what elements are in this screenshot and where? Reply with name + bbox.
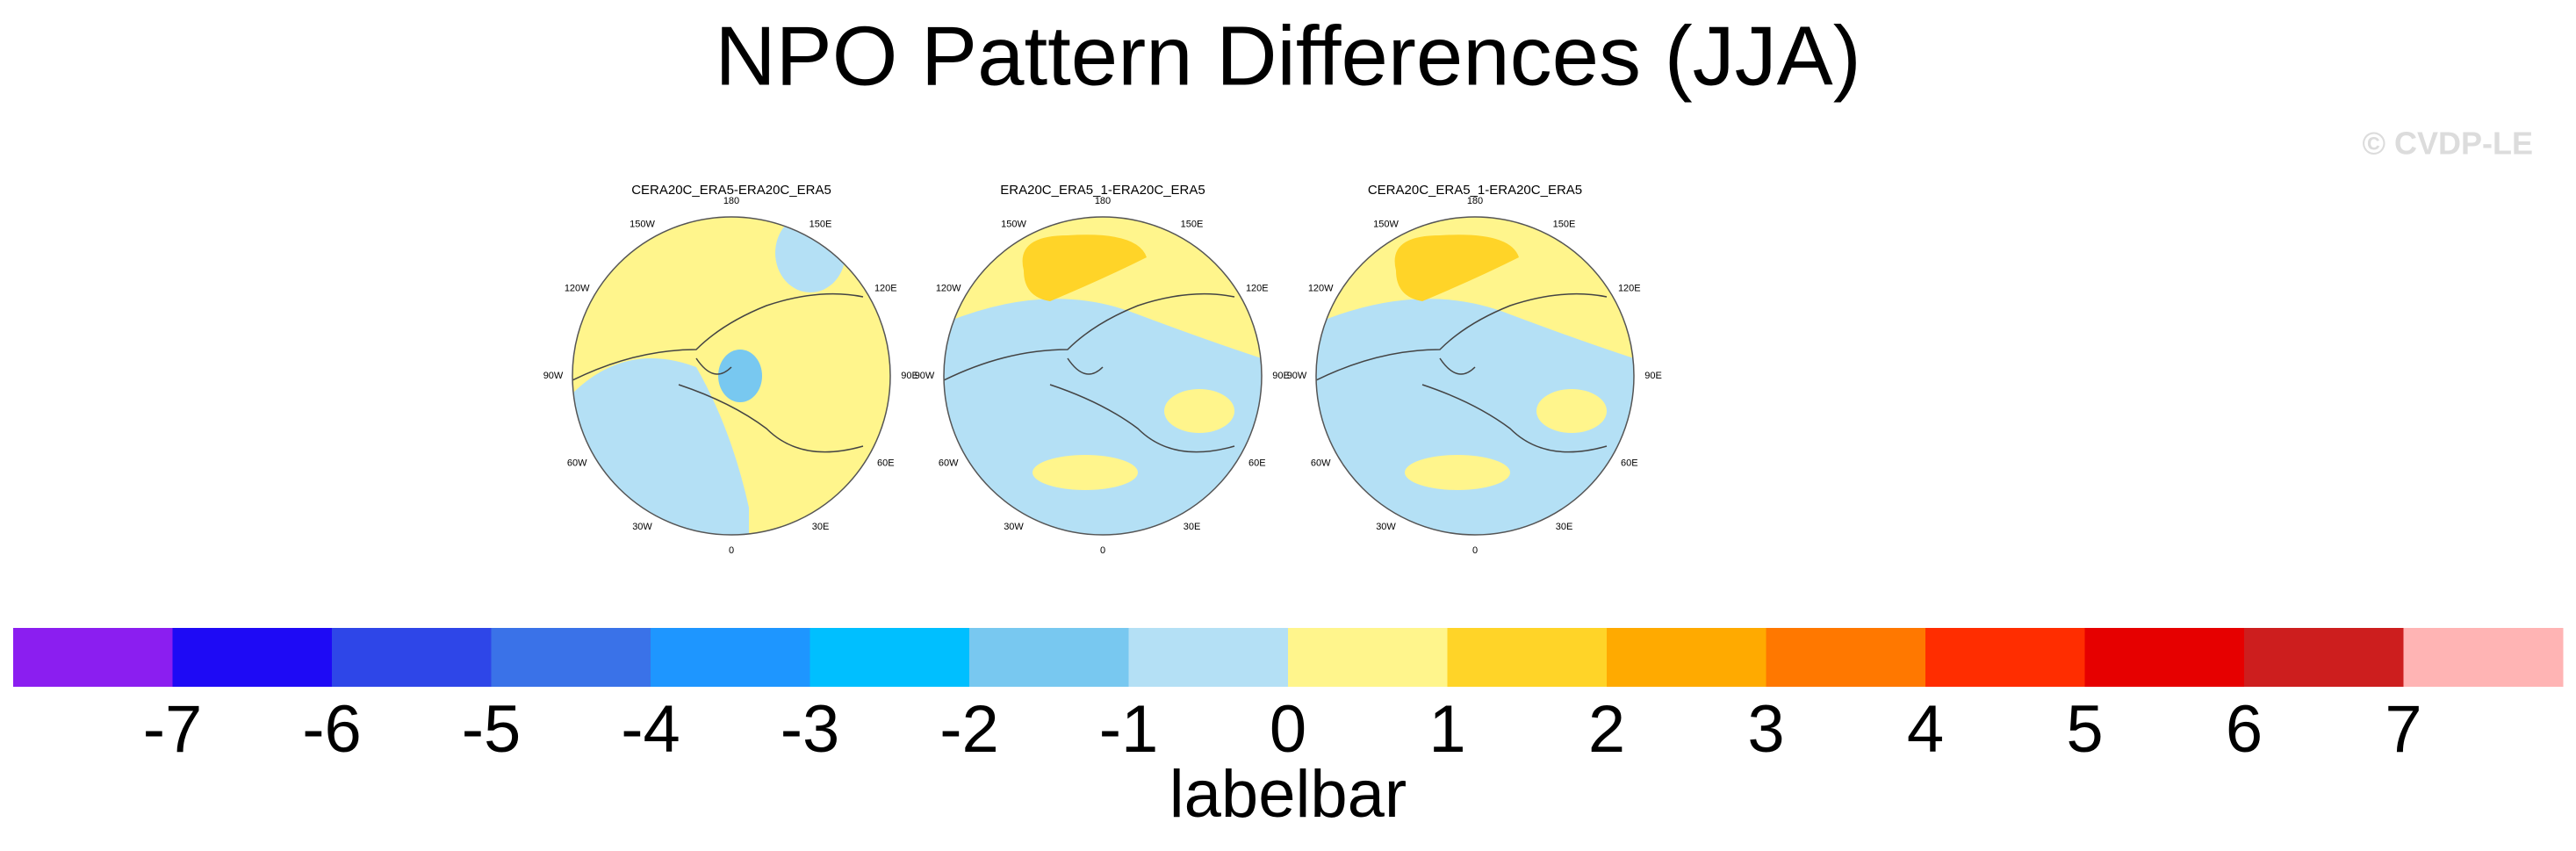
colorbar-box [2244,628,2404,687]
longitude-label: 30W [1004,522,1024,532]
colorbar-box [1447,628,1608,687]
colorbar-tick-label: -5 [462,692,522,767]
negative-region [944,299,1262,535]
colorbar-tick-label: 2 [1588,692,1625,767]
longitude-label: 180 [1095,196,1111,206]
longitude-label: 30E [812,522,830,532]
colorbar-box [491,628,651,687]
colorbar-tick-label: -3 [781,692,840,767]
longitude-label: 60E [1248,458,1266,468]
colorbar-tick-label: -4 [621,692,680,767]
colorbar-box [172,628,333,687]
coastline [572,292,864,453]
longitude-label: 120E [874,283,897,293]
longitude-label: 150E [1181,220,1204,230]
coastline [944,292,1235,453]
longitude-label: 30W [1376,522,1396,532]
colorbar-box [13,628,173,687]
colorbar-tick-label: 5 [2066,692,2103,767]
longitude-label: 60E [877,458,895,468]
longitude-label: 150W [630,220,655,230]
colorbar-tick-label: 1 [1428,692,1465,767]
colorbar-box [332,628,492,687]
panel-title: CERA20C_ERA5-ERA20C_ERA5 [631,183,831,198]
colorbar-box [2084,628,2245,687]
colorbar-box [969,628,1129,687]
colorbar-tick-label: 6 [2226,692,2263,767]
colorbar-tick-label: 4 [1907,692,1944,767]
colorbar-tick-label: 7 [2385,692,2421,767]
negative-region [718,350,762,402]
longitude-label: 60W [567,458,587,468]
colorbar-box [651,628,810,687]
positive-region [1405,455,1510,490]
longitude-label: 30E [1184,522,1201,532]
colorbar-box [809,628,970,687]
positive-region [1394,234,1519,301]
longitude-label: 90W [1287,371,1307,381]
colorbar-tick-label: 3 [1747,692,1784,767]
longitude-label: 90E [1644,371,1662,381]
map-border [943,216,1263,536]
longitude-label: 60W [939,458,959,468]
longitude-label: 60W [1311,458,1331,468]
colorbar-box [1766,628,1926,687]
longitude-label: 120W [936,283,961,293]
colorbar-box [2403,628,2564,687]
longitude-label: 150W [1001,220,1026,230]
longitude-label: 90E [1272,371,1290,381]
longitude-label: 0 [729,545,734,556]
panel-title: CERA20C_ERA5_1-ERA20C_ERA5 [1368,183,1582,198]
longitude-label: 150E [1553,220,1576,230]
colorbar-box [1288,628,1448,687]
longitude-label: 120E [1246,283,1269,293]
colorbar-tick-label: -1 [1099,692,1159,767]
map-panel [944,217,1262,535]
longitude-label: 150W [1373,220,1399,230]
figure-title: NPO Pattern Differences (JJA) [715,9,1860,103]
longitude-label: 120W [565,283,590,293]
positive-region [1022,234,1147,301]
positive-region [1536,389,1607,433]
longitude-label: 60E [1621,458,1638,468]
map-panel [572,217,890,535]
longitude-label: 120W [1308,283,1334,293]
colorbar-tick-label: -2 [939,692,999,767]
longitude-label: 30W [632,522,652,532]
longitude-label: 0 [1100,545,1105,556]
colorbar-tick-label: -6 [302,692,362,767]
positive-region [1033,455,1138,490]
longitude-label: 0 [1472,545,1478,556]
map-panel [1316,217,1634,535]
longitude-label: 120E [1618,283,1641,293]
colorbar-box [1607,628,1767,687]
longitude-label: 90W [543,371,564,381]
longitude-label: 90E [901,371,918,381]
longitude-label: 150E [809,220,832,230]
longitude-label: 180 [1467,196,1483,206]
colorbar-tick-label: 0 [1270,692,1306,767]
colorbar-box [1925,628,2085,687]
colorbar-tick-label: -7 [143,692,203,767]
map-border [572,216,891,536]
longitude-label: 30E [1556,522,1573,532]
longitude-label: 90W [915,371,935,381]
colorbar-label: labelbar [1169,757,1407,832]
coastline [1316,292,1608,453]
colorbar-box [1128,628,1289,687]
panel-title: ERA20C_ERA5_1-ERA20C_ERA5 [1000,183,1205,198]
positive-region [1164,389,1234,433]
negative-region [1316,299,1634,535]
map-border [1315,216,1635,536]
watermark: © CVDP-LE [2362,126,2533,162]
longitude-label: 180 [723,196,739,206]
